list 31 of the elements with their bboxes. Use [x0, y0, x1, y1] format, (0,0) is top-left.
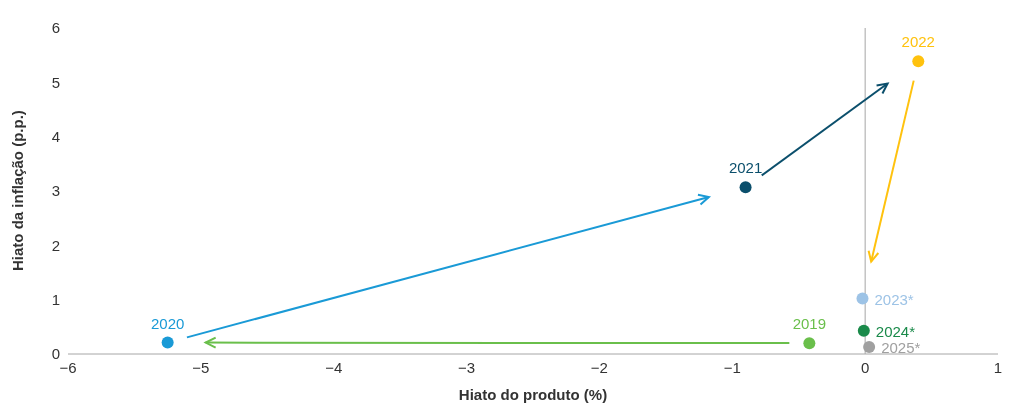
series-label: 2020 [150, 314, 185, 332]
y-tick-label: 5 [51, 73, 60, 91]
series-label: 2025* [881, 338, 921, 356]
y-tick-label: 6 [51, 19, 60, 37]
x-tick-label: 1 [993, 358, 1003, 376]
point [857, 324, 870, 337]
point [912, 55, 925, 68]
y-tick-label: 0 [51, 345, 60, 363]
x-tick-label: −1 [723, 358, 741, 376]
x-tick-label: 0 [860, 358, 870, 376]
series-label: 2019 [792, 315, 827, 333]
y-tick-label: 1 [51, 290, 60, 308]
series-label: 2022 [901, 33, 935, 51]
series-label: 2021 [728, 159, 763, 177]
x-tick-label: −2 [590, 358, 608, 376]
point [739, 181, 752, 194]
series-label: 2023* [874, 290, 914, 308]
point [856, 292, 869, 305]
x-tick-label: −6 [59, 358, 77, 376]
x-tick-label: −4 [325, 358, 343, 376]
y-tick-label: 2 [51, 236, 60, 254]
series-label: 2024* [875, 322, 916, 340]
y-axis-title: Hiato da inflação (p.p.) [9, 110, 27, 271]
x-tick-label: −3 [458, 358, 476, 376]
x-axis-title: Hiato do produto (%) [458, 386, 608, 403]
point [803, 337, 816, 350]
x-tick-label: −5 [192, 358, 210, 376]
y-tick-label: 4 [51, 127, 60, 145]
point [863, 340, 876, 353]
point [161, 336, 174, 349]
y-tick-label: 3 [51, 182, 60, 200]
